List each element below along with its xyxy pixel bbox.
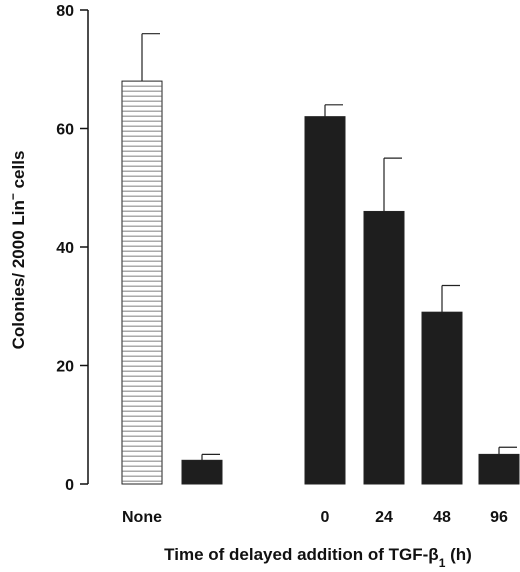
x-axis-title-main: Time of delayed addition of TGF-β <box>164 545 439 564</box>
x-tick-labels: None 0 24 48 96 <box>122 509 508 526</box>
bar-group <box>121 33 163 485</box>
y-axis-title-main: Colonies/ 2000 Lin <box>9 200 28 349</box>
bar-group <box>181 453 223 485</box>
y-axis-title-tail: cells <box>9 151 28 194</box>
y-axis-title-sup: − <box>6 193 20 200</box>
bar <box>304 116 346 485</box>
bar <box>121 80 163 485</box>
bar-group <box>304 104 346 485</box>
x-axis-title-tail: (h) <box>445 545 471 564</box>
x-axis-title-sub: 1 <box>439 556 446 570</box>
bar <box>363 210 405 485</box>
y-tick-label: 60 <box>56 122 74 139</box>
x-axis-title: Time of delayed addition of TGF-β1 (h) <box>164 545 472 570</box>
bar-hatching <box>122 85 162 482</box>
y-tick-label: 80 <box>56 3 74 20</box>
bar-group <box>421 284 463 485</box>
bar-group <box>363 157 405 485</box>
x-tick-label: 24 <box>375 509 393 526</box>
bar <box>478 453 520 485</box>
y-tick-label: 0 <box>65 477 74 494</box>
x-tick-label: None <box>122 509 162 526</box>
y-tick-label: 20 <box>56 359 74 376</box>
x-tick-label: 48 <box>433 509 451 526</box>
bars <box>121 33 520 485</box>
bar <box>181 459 223 485</box>
bar <box>421 311 463 485</box>
y-axis: 0 20 40 60 80 <box>56 3 89 494</box>
y-tick-label: 40 <box>56 240 74 257</box>
bar-group <box>478 446 520 485</box>
y-axis-title: Colonies/ 2000 Lin− cells <box>6 151 28 350</box>
x-tick-label: 0 <box>321 509 330 526</box>
x-tick-label: 96 <box>490 509 508 526</box>
